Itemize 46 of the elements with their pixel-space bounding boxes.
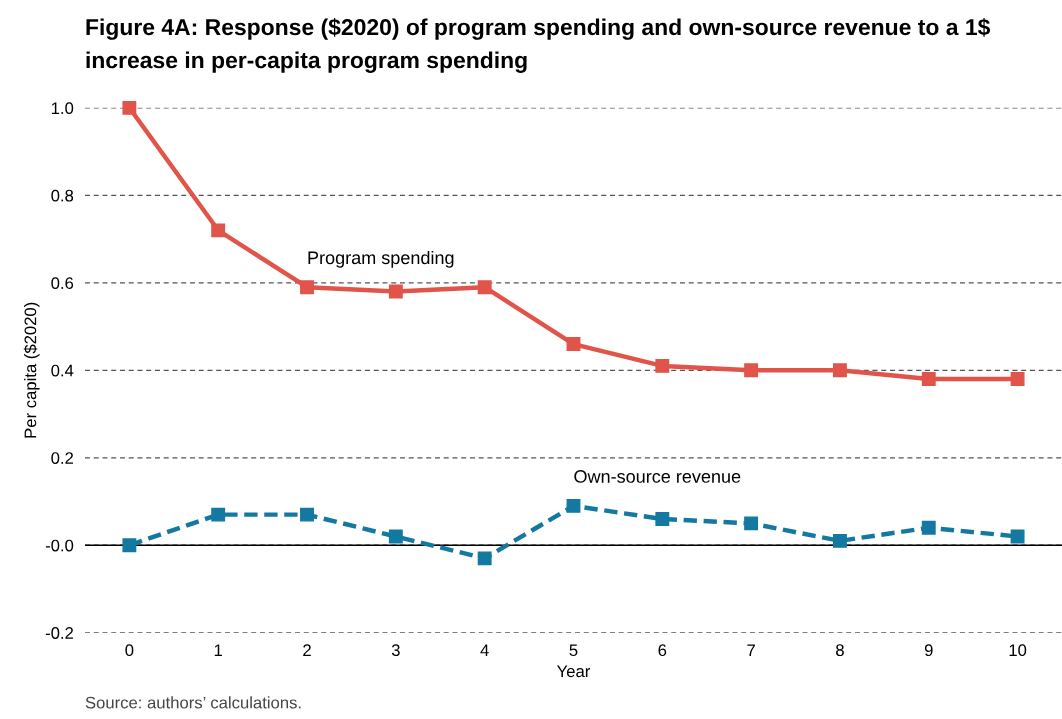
point bbox=[477, 551, 492, 566]
point bbox=[566, 498, 581, 513]
x-tick-label: 9 bbox=[924, 644, 933, 657]
point bbox=[655, 512, 670, 526]
point bbox=[744, 363, 759, 378]
y-tick-label: 1.0 bbox=[51, 102, 74, 115]
x-tick-label: 10 bbox=[1009, 644, 1027, 657]
point bbox=[921, 372, 936, 386]
y-tick-label: -0.0 bbox=[45, 539, 74, 552]
point bbox=[833, 533, 847, 548]
source-note: Source: authors’ calculations. bbox=[85, 696, 301, 709]
point bbox=[1010, 372, 1025, 386]
y-tick-label: -0.2 bbox=[45, 627, 74, 639]
point bbox=[300, 280, 314, 295]
point bbox=[1010, 529, 1025, 544]
point bbox=[477, 280, 492, 295]
y-axis-title: Per capita ($2020) bbox=[23, 302, 40, 438]
y-tick-label: 0.6 bbox=[51, 277, 74, 290]
x-tick-label: 8 bbox=[836, 644, 844, 657]
point bbox=[921, 520, 936, 535]
chart-title: Figure 4A: Response ($2020) of program spending and own-source revenue to a 1$ increase in per-capita program spending bbox=[86, 17, 991, 73]
x-axis-title: Year bbox=[557, 665, 591, 678]
x-tick-label: 7 bbox=[747, 644, 755, 656]
x-tick-label: 2 bbox=[303, 644, 311, 656]
x-tick-label: 5 bbox=[569, 644, 578, 657]
point bbox=[211, 507, 226, 522]
annotation: Program spending bbox=[308, 250, 454, 268]
point bbox=[566, 337, 581, 351]
point bbox=[744, 516, 759, 531]
x-tick-label: 1 bbox=[214, 644, 223, 656]
x-tick-label: 6 bbox=[658, 644, 667, 657]
y-tick-label: 0.2 bbox=[51, 452, 74, 464]
point bbox=[122, 100, 137, 115]
x-tick-label: 4 bbox=[480, 644, 489, 656]
x-tick-label: 3 bbox=[391, 644, 400, 657]
point bbox=[655, 358, 670, 373]
point bbox=[300, 507, 314, 522]
point bbox=[388, 284, 403, 299]
point bbox=[388, 529, 403, 544]
x-tick-label: 0 bbox=[125, 644, 134, 657]
point bbox=[122, 538, 137, 553]
y-tick-label: 0.4 bbox=[51, 364, 74, 377]
point bbox=[211, 223, 226, 238]
point bbox=[833, 363, 847, 378]
y-tick-label: 0.8 bbox=[51, 189, 74, 202]
annotation: Own-source revenue bbox=[574, 470, 741, 483]
